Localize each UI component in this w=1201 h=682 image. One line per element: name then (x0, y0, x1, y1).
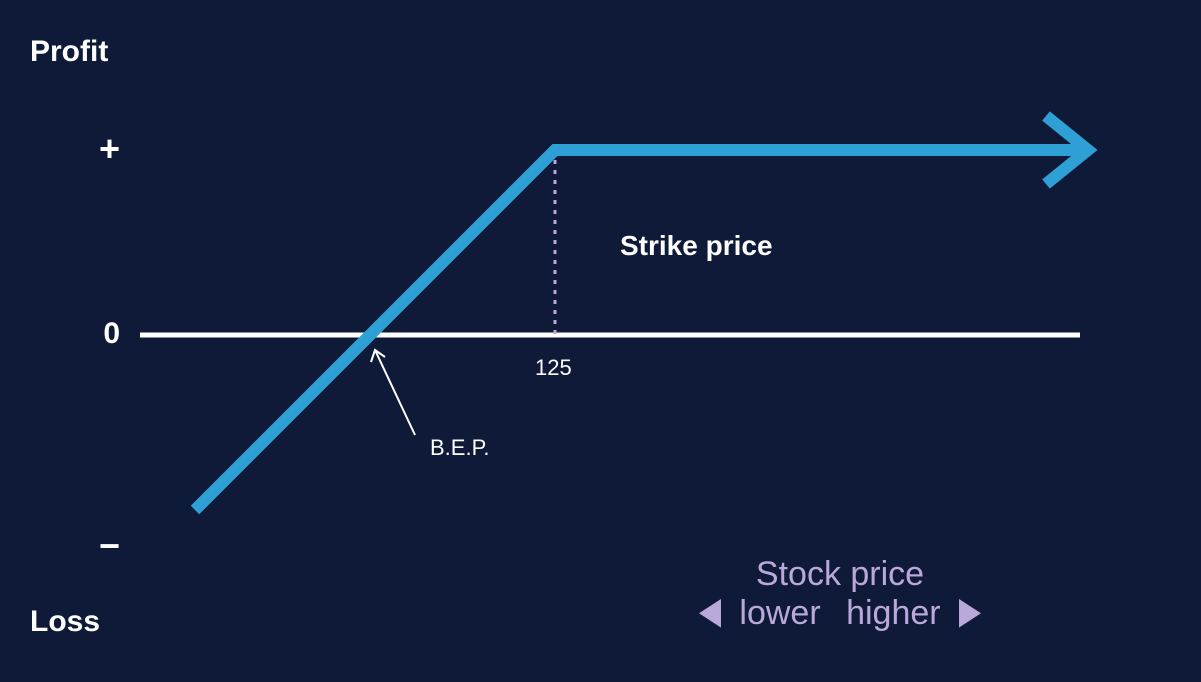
strike-price-value: 125 (535, 355, 572, 381)
y-tick-zero: 0 (60, 317, 120, 351)
triangle-left-icon (699, 599, 721, 628)
stock-price-legend: Stock price lower higher (600, 555, 1080, 633)
y-axis-label-profit: Profit (30, 35, 108, 69)
legend-line1: Stock price (600, 555, 1080, 594)
y-tick-minus: − (60, 525, 120, 567)
legend-higher: higher (846, 594, 941, 633)
payoff-diagram: Profit Loss + 0 − Strike price 125 B.E.P… (0, 0, 1201, 682)
y-axis-label-loss: Loss (30, 605, 100, 639)
breakeven-label: B.E.P. (430, 435, 490, 461)
strike-price-label: Strike price (620, 230, 773, 262)
triangle-right-icon (959, 599, 981, 628)
y-tick-plus: + (60, 128, 120, 170)
legend-line2: lower higher (600, 594, 1080, 633)
legend-lower: lower (739, 594, 820, 633)
